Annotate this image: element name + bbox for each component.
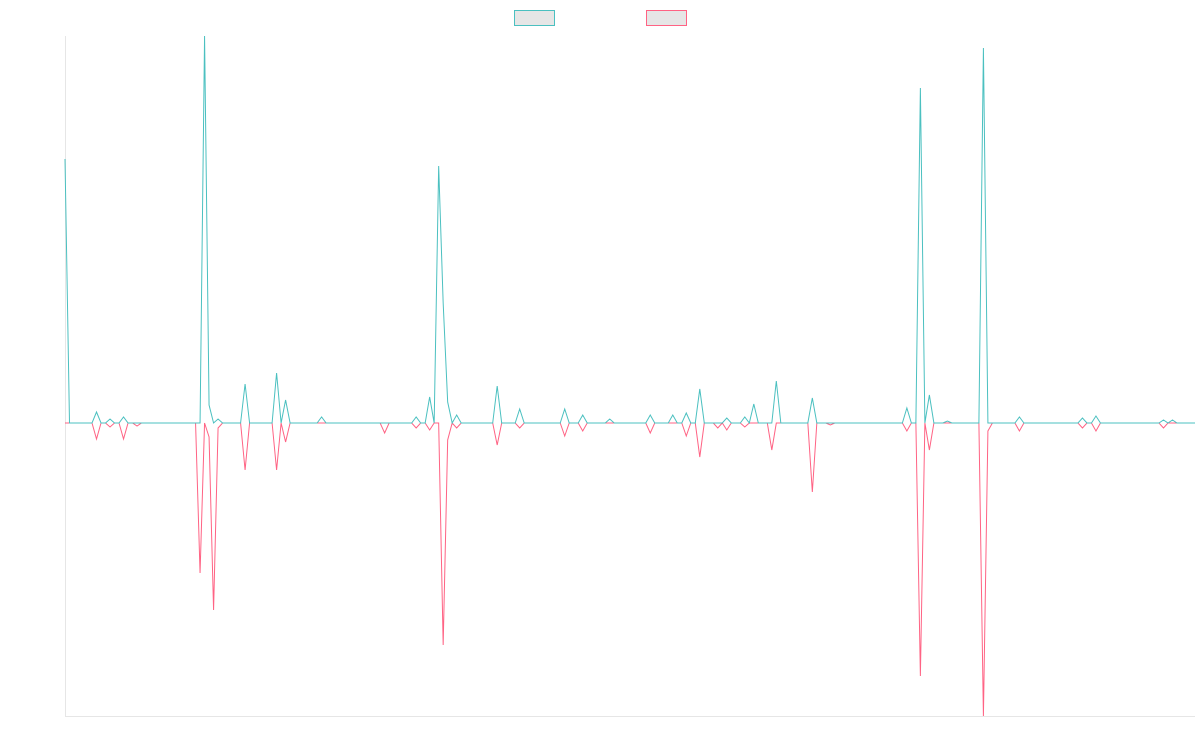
line-series bbox=[65, 421, 1195, 717]
line-series bbox=[64, 35, 1195, 425]
legend-swatch bbox=[646, 10, 687, 26]
legend-swatch bbox=[514, 10, 555, 26]
